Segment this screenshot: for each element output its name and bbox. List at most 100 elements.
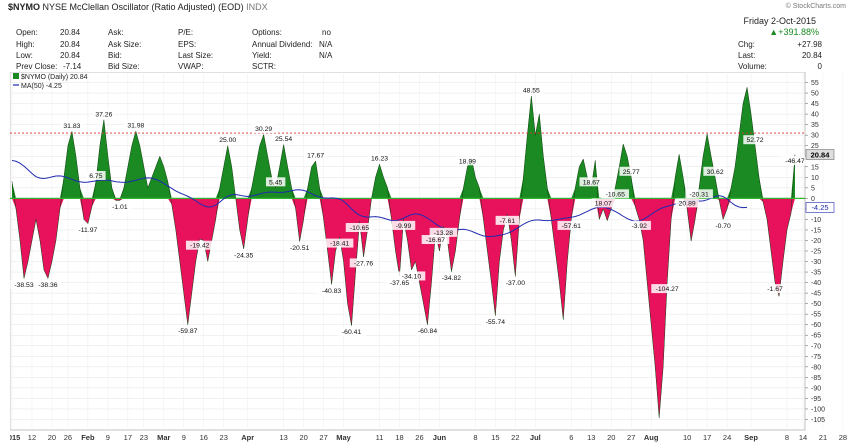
data-label: 20.89 bbox=[679, 200, 696, 207]
y-tick-label: 25 bbox=[811, 143, 819, 150]
data-label: 17.67 bbox=[307, 153, 324, 160]
data-label-bg bbox=[711, 220, 735, 230]
annual-dividend-label: Annual Dividend: bbox=[252, 40, 313, 49]
x-tick-label: 17 bbox=[703, 433, 711, 442]
data-label: -59.87 bbox=[178, 328, 197, 335]
data-label-bg bbox=[173, 326, 202, 336]
data-label: -19.42 bbox=[190, 243, 209, 250]
negative-area bbox=[12, 198, 795, 418]
x-tick-label: 23 bbox=[220, 433, 228, 442]
y-tick-label: -55 bbox=[811, 312, 821, 319]
data-label: 48.55 bbox=[523, 88, 540, 95]
low-label: Low: bbox=[16, 51, 33, 60]
change-percent: ▲+391.88% bbox=[769, 27, 819, 37]
data-label-bg bbox=[92, 109, 116, 119]
x-tick-label: 26 bbox=[415, 433, 423, 442]
quote-date: Friday 2-Oct-2015 bbox=[743, 16, 816, 26]
last-value-tag: 20.84 bbox=[811, 150, 831, 159]
data-label: -55.74 bbox=[486, 319, 505, 326]
bid-size-label: Bid Size: bbox=[108, 62, 140, 71]
open-value: 20.84 bbox=[60, 28, 81, 37]
y-tick-label: 5 bbox=[811, 185, 815, 192]
y-tick-label: 35 bbox=[811, 122, 819, 129]
data-label: 18.07 bbox=[595, 200, 612, 207]
prev-close-value: -7.14 bbox=[63, 62, 82, 71]
y-tick-label: 30 bbox=[811, 133, 819, 140]
data-label: 25.00 bbox=[219, 137, 236, 144]
x-tick-label: 23 bbox=[140, 433, 148, 442]
data-label-bg bbox=[429, 227, 458, 237]
data-label: 18.67 bbox=[583, 179, 600, 186]
data-label: -1.67 bbox=[767, 286, 783, 293]
data-label-bg bbox=[185, 240, 214, 250]
last-value: 20.84 bbox=[801, 51, 822, 60]
data-label-bg bbox=[685, 189, 713, 199]
x-tick-label: Jul bbox=[530, 433, 541, 442]
y-tick-label: -90 bbox=[811, 385, 821, 392]
open-label: Open: bbox=[16, 28, 38, 37]
data-label-bg bbox=[345, 223, 374, 233]
high-value: 20.84 bbox=[60, 40, 81, 49]
annual-dividend-value: N/A bbox=[319, 40, 333, 49]
data-label-bg bbox=[337, 327, 366, 337]
data-label-bg bbox=[34, 279, 62, 289]
data-label-bg bbox=[627, 220, 651, 230]
x-tick-label: Feb bbox=[81, 433, 95, 442]
data-label: -34.82 bbox=[442, 275, 461, 282]
data-label-bg bbox=[557, 220, 586, 230]
x-tick-label: 9 bbox=[182, 433, 186, 442]
chg-value: +27.98 bbox=[797, 40, 822, 49]
data-label: -60.84 bbox=[418, 328, 437, 335]
x-tick-label: 27 bbox=[627, 433, 635, 442]
y-tick-label: -105 bbox=[811, 417, 825, 424]
low-value: 20.84 bbox=[60, 51, 81, 60]
watermark: © StockCharts.com bbox=[785, 3, 846, 10]
data-label-bg bbox=[501, 277, 530, 287]
data-label: -9.99 bbox=[396, 223, 412, 230]
nymo-line bbox=[11, 87, 796, 419]
data-label: 30.62 bbox=[707, 169, 724, 176]
y-tick-label: -10 bbox=[811, 217, 821, 224]
x-tick-label: Sep bbox=[744, 433, 758, 442]
y-tick-label: -40 bbox=[811, 280, 821, 287]
y-tick-label: -30 bbox=[811, 259, 821, 266]
x-tick-label: 27 bbox=[319, 433, 327, 442]
legend-item-ma: MA(50) -4.25 bbox=[21, 83, 62, 90]
data-label: -16.67 bbox=[426, 237, 445, 244]
legend-swatch-nymo bbox=[13, 73, 19, 79]
ask-size-label: Ask Size: bbox=[108, 40, 142, 49]
data-label: -60.41 bbox=[342, 329, 361, 336]
chg-label: Chg: bbox=[738, 40, 755, 49]
high-label: High: bbox=[16, 40, 35, 49]
data-label: -11.97 bbox=[79, 227, 98, 234]
y-tick-label: -65 bbox=[811, 333, 821, 340]
data-label: -40.83 bbox=[322, 288, 341, 295]
data-label-bg bbox=[455, 156, 480, 166]
x-tick-label: 17 bbox=[124, 433, 132, 442]
last-size-label: Last Size: bbox=[178, 51, 214, 60]
data-label-bg bbox=[601, 189, 630, 199]
data-label: 18.99 bbox=[459, 158, 476, 165]
y-tick-label: -20 bbox=[811, 238, 821, 245]
ma50-line bbox=[11, 159, 748, 237]
data-label-bg bbox=[619, 166, 643, 176]
data-label-bg bbox=[265, 177, 286, 187]
options-label: Options: bbox=[252, 28, 282, 37]
oscillator-chart[interactable]: -38.53 -38.36 31.83 -11.97 6.75 37.26 -1.01 31.… bbox=[10, 72, 847, 442]
data-label-bg bbox=[303, 150, 328, 160]
pe-label: P/E: bbox=[178, 28, 194, 37]
y-tick-label: -60 bbox=[811, 322, 821, 329]
x-tick-label: 2015 bbox=[10, 433, 20, 442]
vwap-label: VWAP: bbox=[178, 62, 204, 71]
data-label-bg bbox=[743, 135, 767, 145]
y-tick-label: 55 bbox=[811, 80, 819, 87]
x-tick-label: 11 bbox=[376, 433, 384, 442]
data-label: -57.61 bbox=[562, 223, 581, 230]
x-tick-label: Apr bbox=[241, 433, 254, 442]
y-tick-label: -25 bbox=[811, 249, 821, 256]
volume-label: Volume: bbox=[738, 62, 767, 71]
data-label: -13.28 bbox=[434, 230, 453, 237]
axes: 5550454035302520151050-5-10-15-20-25-30-… bbox=[10, 80, 847, 442]
yield-label: Yield: bbox=[252, 51, 272, 60]
y-tick-label: -45 bbox=[811, 291, 821, 298]
